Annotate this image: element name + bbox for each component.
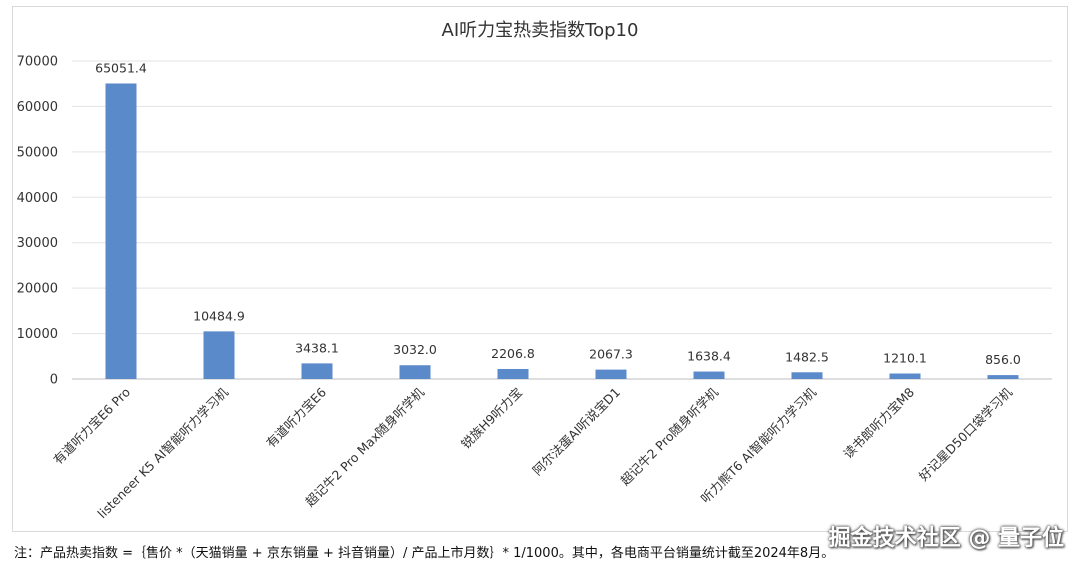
x-tick-label: 好记星D50口袋学习机 <box>916 384 1016 484</box>
chart-frame <box>12 6 1068 532</box>
bar <box>595 369 627 379</box>
y-tick-label: 40000 <box>17 191 58 206</box>
y-tick-label: 50000 <box>17 145 58 160</box>
bar <box>301 363 333 379</box>
y-axis: 0 10000 20000 30000 40000 50000 60000 70000 <box>17 55 58 388</box>
bar <box>889 373 921 379</box>
watermark: 掘金技术社区 @ 量子位 <box>828 526 1064 551</box>
bar <box>203 331 235 379</box>
data-label: 1638.4 <box>687 349 731 364</box>
data-label: 3032.0 <box>393 342 437 357</box>
data-label: 3438.1 <box>295 340 339 355</box>
data-labels: 65051.4 10484.9 3438.1 3032.0 2206.8 2067.3 16… <box>95 60 1021 367</box>
bar <box>791 372 823 379</box>
bar <box>105 83 137 380</box>
bar <box>497 368 529 379</box>
gridlines <box>72 60 1052 380</box>
data-label: 2206.8 <box>491 346 535 361</box>
y-tick-label: 60000 <box>17 100 58 115</box>
x-tick-label: 有道听力宝E6 Pro <box>50 385 133 468</box>
footnote: 注：产品热卖指数 =｛售价 *（天猫销量 + 京东销量 + 抖音销量）/ 产品上… <box>14 546 835 561</box>
data-label: 856.0 <box>985 352 1021 367</box>
bars <box>105 83 1019 380</box>
x-tick-label: 听力熊T6 AI智能听力学习机 <box>698 384 820 506</box>
bar <box>693 371 725 379</box>
bar-chart: AI听力宝热卖指数Top10 0 10000 20000 30000 40000 5000… <box>17 20 1052 521</box>
data-label: 65051.4 <box>95 60 147 75</box>
y-tick-label: 10000 <box>17 327 58 342</box>
x-tick-label: 阿尔法蛋AI听说宝D1 <box>530 385 624 479</box>
data-label: 10484.9 <box>193 308 245 323</box>
x-tick-label: 超记牛2 Pro随身听学机 <box>617 384 721 488</box>
y-tick-label: 30000 <box>17 236 58 251</box>
bar <box>399 365 431 379</box>
x-tick-label: 有道听力宝E6 <box>263 384 329 450</box>
bar <box>987 375 1019 379</box>
chart-title: AI听力宝热卖指数Top10 <box>442 20 639 41</box>
data-label: 1482.5 <box>785 349 829 364</box>
y-tick-label: 70000 <box>17 55 58 70</box>
x-tick-label: 锐族H9听力宝 <box>458 385 525 452</box>
x-tick-label: 读书郎听力宝M8 <box>840 384 917 461</box>
y-tick-label: 0 <box>50 373 58 388</box>
y-tick-label: 20000 <box>17 282 58 297</box>
data-label: 2067.3 <box>589 347 633 362</box>
data-label: 1210.1 <box>883 351 927 366</box>
